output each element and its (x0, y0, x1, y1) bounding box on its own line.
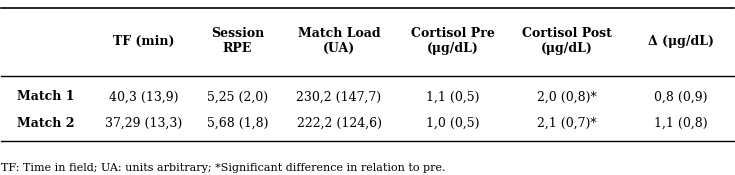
Text: TF (min): TF (min) (113, 35, 174, 48)
Text: 1,1 (0,8): 1,1 (0,8) (654, 117, 708, 130)
Text: Match 1: Match 1 (18, 90, 75, 103)
Text: Session
RPE: Session RPE (211, 27, 264, 55)
Text: 5,68 (1,8): 5,68 (1,8) (207, 117, 268, 130)
Text: 2,0 (0,8)*: 2,0 (0,8)* (537, 90, 597, 103)
Text: 5,25 (2,0): 5,25 (2,0) (207, 90, 268, 103)
Text: 2,1 (0,7)*: 2,1 (0,7)* (537, 117, 597, 130)
Text: 1,1 (0,5): 1,1 (0,5) (426, 90, 480, 103)
Text: 222,2 (124,6): 222,2 (124,6) (296, 117, 381, 130)
Text: 37,29 (13,3): 37,29 (13,3) (105, 117, 182, 130)
Text: 40,3 (13,9): 40,3 (13,9) (109, 90, 179, 103)
Text: 1,0 (0,5): 1,0 (0,5) (426, 117, 480, 130)
Text: TF: Time in field; UA: units arbitrary; *Significant difference in relation to p: TF: Time in field; UA: units arbitrary; … (1, 163, 446, 173)
Text: Match 2: Match 2 (18, 117, 75, 130)
Text: Match Load
(UA): Match Load (UA) (298, 27, 380, 55)
Text: Cortisol Post
(μg/dL): Cortisol Post (μg/dL) (522, 27, 612, 55)
Text: 0,8 (0,9): 0,8 (0,9) (654, 90, 708, 103)
Text: Cortisol Pre
(μg/dL): Cortisol Pre (μg/dL) (411, 27, 495, 55)
Text: 230,2 (147,7): 230,2 (147,7) (296, 90, 381, 103)
Text: Δ (μg/dL): Δ (μg/dL) (648, 35, 714, 48)
